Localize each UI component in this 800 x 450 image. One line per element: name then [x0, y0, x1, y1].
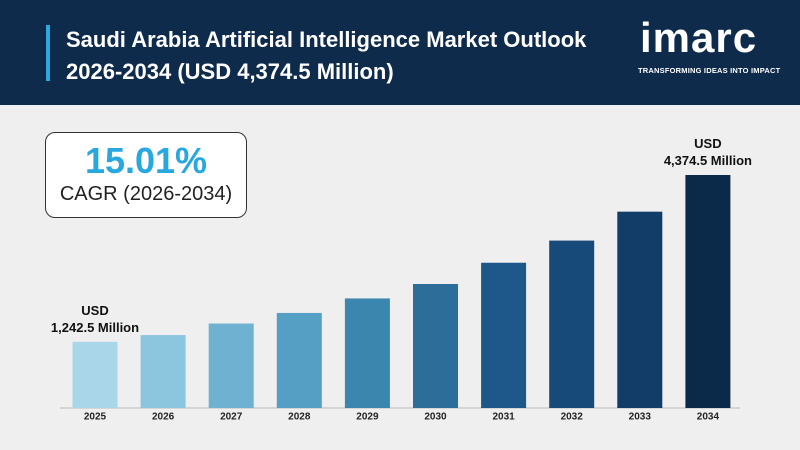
cagr-value: 15.01%	[84, 140, 208, 181]
bar	[344, 298, 390, 408]
x-tick-label: 2029	[356, 412, 379, 423]
x-tick-label: 2027	[220, 412, 243, 423]
bar	[140, 335, 186, 408]
tagline: TRANSFORMING IDEAS INTO IMPACT	[638, 66, 781, 75]
value-label: USD 1,242.5 Million	[50, 302, 140, 335]
bar	[685, 175, 731, 408]
accent-bar	[46, 25, 50, 81]
cagr-box: 15.01% CAGR (2026-2034)	[45, 132, 247, 218]
x-tick-label: 2026	[152, 412, 175, 423]
bar	[617, 211, 663, 408]
bar	[413, 284, 458, 408]
x-tick-label: 2032	[561, 412, 584, 423]
x-tick-label: 2031	[492, 412, 515, 423]
value-label: USD 4,374.5 Million	[663, 136, 752, 168]
cagr-label: CAGR (2026-2034)	[59, 183, 233, 205]
title: Saudi Arabia Artificial Intelligence Mar…	[66, 27, 587, 84]
x-tick-label: 2034	[697, 412, 720, 423]
bar	[549, 240, 595, 408]
x-tick-label: 2028	[288, 412, 311, 423]
x-tick-label: 2030	[424, 412, 447, 423]
x-tick-label: 2033	[629, 412, 652, 423]
bar	[276, 312, 322, 408]
bar	[481, 262, 527, 408]
bar	[208, 323, 254, 408]
bar	[72, 341, 118, 408]
logo: imarc	[640, 14, 758, 61]
x-tick-label: 2025	[84, 412, 107, 423]
header: Saudi Arabia Artificial Intelligence Mar…	[0, 0, 800, 105]
